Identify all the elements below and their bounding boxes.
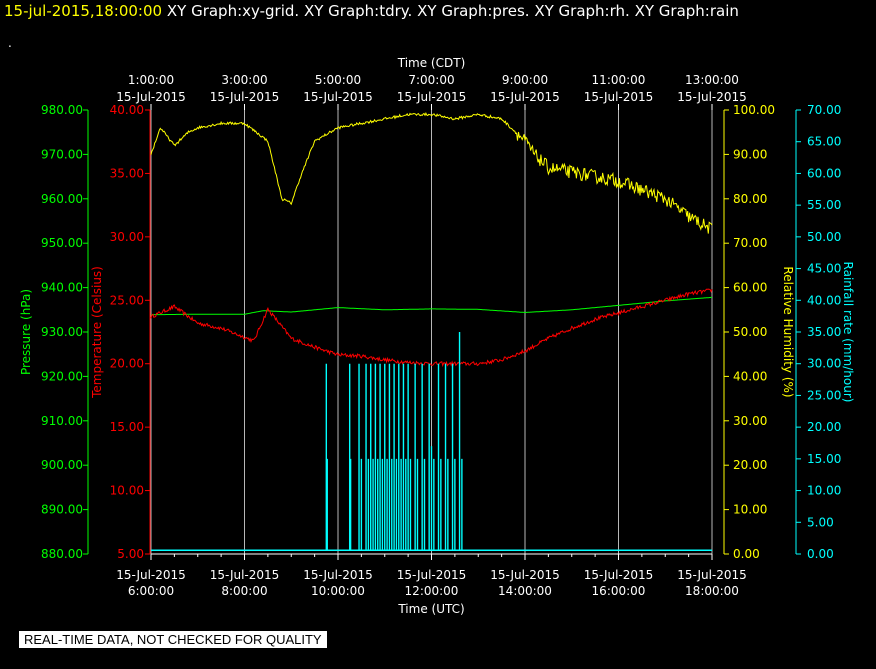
top-tick-label-time: 1:00:00 <box>128 73 174 87</box>
temperature-tick-label: 30.00 <box>110 230 144 244</box>
rain-tick-label: 70.00 <box>807 103 841 117</box>
pressure-tick-label: 940.00 <box>41 281 83 295</box>
pressure-tick-label: 980.00 <box>41 103 83 117</box>
top-tick-label-date: 15-Jul-2015 <box>677 90 747 104</box>
series-line-pressure <box>151 296 712 316</box>
rain-tick-label: 0.00 <box>807 547 834 561</box>
x-tick-label-time: 8:00:00 <box>221 584 267 598</box>
x-tick-label-time: 16:00:00 <box>592 584 646 598</box>
graph-tab-tdry[interactable]: XY Graph:tdry. <box>303 2 413 20</box>
quality-notice: REAL-TIME DATA, NOT CHECKED FOR QUALITY <box>19 631 327 648</box>
pressure-tick-label: 910.00 <box>41 414 83 428</box>
pressure-tick-label: 930.00 <box>41 325 83 339</box>
rain-tick-label: 35.00 <box>807 325 841 339</box>
temperature-tick-label: 25.00 <box>110 293 144 307</box>
rain-tick-label: 60.00 <box>807 166 841 180</box>
status-dot: . <box>8 36 12 50</box>
x-tick-label-date: 15-Jul-2015 <box>116 568 186 582</box>
pressure-tick-label: 890.00 <box>41 503 83 517</box>
rain-tick-label: 55.00 <box>807 198 841 212</box>
humidity-tick-label: 70.00 <box>733 236 767 250</box>
humidity-tick-label: 30.00 <box>733 414 767 428</box>
top-tick-label-time: 9:00:00 <box>502 73 548 87</box>
top-tick-label-date: 15-Jul-2015 <box>397 90 467 104</box>
temperature-tick-label: 5.00 <box>117 547 144 561</box>
temperature-tick-label: 35.00 <box>110 166 144 180</box>
temperature-tick-label: 20.00 <box>110 357 144 371</box>
top-tick-label-time: 13:00:00 <box>685 73 739 87</box>
top-tick-label-date: 15-Jul-2015 <box>210 90 280 104</box>
pressure-axis-title: Pressure (hPa) <box>19 289 33 375</box>
x-tick-label-time: 6:00:00 <box>128 584 174 598</box>
humidity-tick-label: 100.00 <box>733 103 775 117</box>
graph-tab-rain[interactable]: XY Graph:rain <box>634 2 739 20</box>
timestamp: 15-jul-2015,18:00:00 <box>4 2 163 20</box>
graph-tab-rh[interactable]: XY Graph:rh. <box>534 2 630 20</box>
rain-axis-title: Rainfall rate (mm/hour) <box>841 262 855 403</box>
series-line-humidity <box>150 111 713 234</box>
pressure-tick-label: 900.00 <box>41 458 83 472</box>
top-tick-label-date: 15-Jul-2015 <box>584 90 654 104</box>
humidity-tick-label: 90.00 <box>733 147 767 161</box>
x-tick-label-date: 15-Jul-2015 <box>397 568 467 582</box>
pressure-tick-label: 970.00 <box>41 147 83 161</box>
humidity-tick-label: 80.00 <box>733 192 767 206</box>
pressure-tick-label: 960.00 <box>41 192 83 206</box>
x-tick-label-date: 15-Jul-2015 <box>210 568 280 582</box>
rain-tick-label: 45.00 <box>807 262 841 276</box>
rain-tick-label: 15.00 <box>807 452 841 466</box>
header-title-bar: 15-jul-2015,18:00:00 XY Graph:xy-grid. X… <box>4 2 739 20</box>
top-tick-label-time: 3:00:00 <box>221 73 267 87</box>
series-line-temperature <box>150 288 713 368</box>
x-axis-title-cdt: Time (CDT) <box>397 56 466 70</box>
humidity-tick-label: 10.00 <box>733 503 767 517</box>
top-tick-label-date: 15-Jul-2015 <box>303 90 373 104</box>
rain-tick-label: 65.00 <box>807 135 841 149</box>
pressure-tick-label: 920.00 <box>41 369 83 383</box>
rain-tick-label: 10.00 <box>807 484 841 498</box>
temperature-tick-label: 15.00 <box>110 420 144 434</box>
humidity-tick-label: 60.00 <box>733 281 767 295</box>
x-tick-label-time: 10:00:00 <box>311 584 365 598</box>
humidity-tick-label: 0.00 <box>733 547 760 561</box>
x-tick-label-time: 12:00:00 <box>405 584 459 598</box>
x-tick-label-time: 18:00:00 <box>685 584 739 598</box>
graph-tab-xy-grid[interactable]: XY Graph:xy-grid. <box>166 2 300 20</box>
rain-tick-label: 20.00 <box>807 420 841 434</box>
temperature-tick-label: 10.00 <box>110 484 144 498</box>
top-tick-label-time: 11:00:00 <box>592 73 646 87</box>
x-tick-label-date: 15-Jul-2015 <box>490 568 560 582</box>
pressure-tick-label: 880.00 <box>41 547 83 561</box>
top-tick-label-time: 5:00:00 <box>315 73 361 87</box>
humidity-tick-label: 20.00 <box>733 458 767 472</box>
x-tick-label-time: 14:00:00 <box>498 584 552 598</box>
top-tick-label-time: 7:00:00 <box>408 73 454 87</box>
top-tick-label-date: 15-Jul-2015 <box>490 90 560 104</box>
rain-tick-label: 30.00 <box>807 357 841 371</box>
humidity-axis-title: Relative Humidity (%) <box>781 266 795 397</box>
humidity-tick-label: 40.00 <box>733 369 767 383</box>
graph-tab-pres[interactable]: XY Graph:pres. <box>417 2 530 20</box>
pressure-tick-label: 950.00 <box>41 236 83 250</box>
humidity-tick-label: 50.00 <box>733 325 767 339</box>
temperature-tick-label: 40.00 <box>110 103 144 117</box>
temperature-axis-title: Temperature (Celsius) <box>90 266 104 399</box>
x-axis-title-utc: Time (UTC) <box>397 602 464 616</box>
x-tick-label-date: 15-Jul-2015 <box>303 568 373 582</box>
rain-tick-label: 50.00 <box>807 230 841 244</box>
x-tick-label-date: 15-Jul-2015 <box>677 568 747 582</box>
x-tick-label-date: 15-Jul-2015 <box>584 568 654 582</box>
top-tick-label-date: 15-Jul-2015 <box>116 90 186 104</box>
rain-tick-label: 25.00 <box>807 388 841 402</box>
rain-tick-label: 40.00 <box>807 293 841 307</box>
rain-tick-label: 5.00 <box>807 515 834 529</box>
